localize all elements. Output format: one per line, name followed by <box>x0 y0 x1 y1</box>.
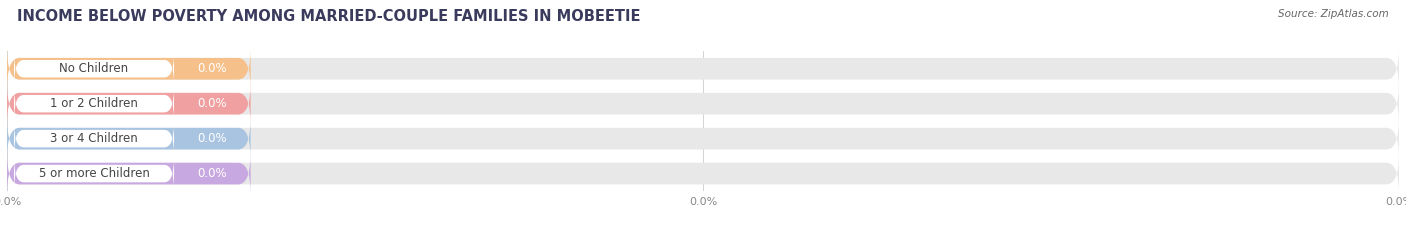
FancyBboxPatch shape <box>7 48 250 89</box>
FancyBboxPatch shape <box>7 48 1399 89</box>
FancyBboxPatch shape <box>14 88 174 119</box>
FancyBboxPatch shape <box>7 118 250 159</box>
FancyBboxPatch shape <box>7 83 250 124</box>
FancyBboxPatch shape <box>14 123 174 154</box>
Text: 3 or 4 Children: 3 or 4 Children <box>51 132 138 145</box>
Text: 0.0%: 0.0% <box>197 97 228 110</box>
Text: 0.0%: 0.0% <box>197 167 228 180</box>
Text: 0.0%: 0.0% <box>197 62 228 75</box>
Text: Source: ZipAtlas.com: Source: ZipAtlas.com <box>1278 9 1389 19</box>
FancyBboxPatch shape <box>7 153 250 194</box>
FancyBboxPatch shape <box>14 53 174 85</box>
FancyBboxPatch shape <box>14 158 174 189</box>
Text: No Children: No Children <box>59 62 128 75</box>
Text: 5 or more Children: 5 or more Children <box>38 167 149 180</box>
Text: 0.0%: 0.0% <box>197 132 228 145</box>
Text: INCOME BELOW POVERTY AMONG MARRIED-COUPLE FAMILIES IN MOBEETIE: INCOME BELOW POVERTY AMONG MARRIED-COUPL… <box>17 9 640 24</box>
Text: 1 or 2 Children: 1 or 2 Children <box>51 97 138 110</box>
FancyBboxPatch shape <box>7 83 1399 124</box>
FancyBboxPatch shape <box>7 153 1399 194</box>
FancyBboxPatch shape <box>7 118 1399 159</box>
